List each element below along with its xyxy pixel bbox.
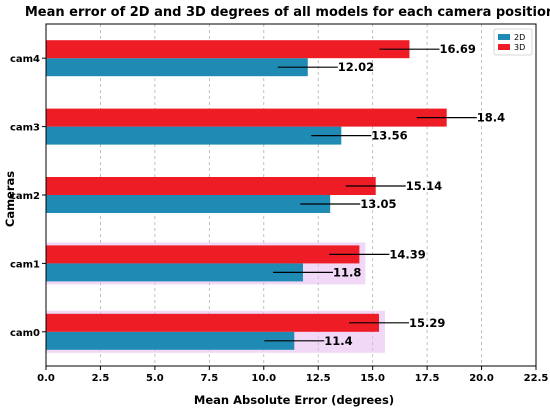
- x-ticks: 0.0 2.5 5.0 7.5 10.0 12.5 15.0 17.5 20.0 22.5: [37, 366, 548, 384]
- chart-title: Mean error of 2D and 3D degrees of all m…: [25, 5, 550, 20]
- bars: [46, 40, 447, 350]
- y-tick-label: cam4: [10, 54, 40, 65]
- bar-3d-cam0: [46, 313, 379, 332]
- data-label: 11.8: [333, 265, 361, 279]
- bar-3d-cam3: [46, 108, 447, 127]
- bar-3d-cam1: [46, 245, 360, 264]
- data-label: 13.56: [371, 129, 407, 143]
- x-tick-label: 17.5: [415, 373, 440, 384]
- y-axis-label: Cameras: [3, 171, 17, 227]
- bar-2d-cam4: [46, 58, 308, 77]
- bar-2d-cam2: [46, 195, 331, 213]
- bar-2d-cam1: [46, 263, 303, 282]
- x-axis-label: Mean Absolute Error (degrees): [194, 393, 394, 407]
- bar-3d-cam4: [46, 40, 410, 59]
- data-label: 11.4: [324, 334, 352, 348]
- data-label: 15.29: [409, 316, 445, 330]
- x-tick-label: 5.0: [146, 373, 164, 384]
- data-label: 16.69: [439, 42, 475, 56]
- x-tick-label: 12.5: [306, 373, 331, 384]
- data-label: 15.14: [406, 179, 442, 193]
- x-tick-label: 2.5: [92, 373, 110, 384]
- x-tick-label: 22.5: [524, 373, 549, 384]
- label-leaders: [264, 48, 477, 342]
- bar-2d-cam0: [46, 331, 295, 350]
- legend-label-2d: 2D: [514, 33, 525, 42]
- y-tick-label: cam1: [10, 259, 40, 270]
- bar-3d-cam2: [46, 177, 376, 195]
- y-tick-label: cam3: [10, 123, 40, 134]
- data-label: 18.4: [477, 111, 505, 125]
- y-tick-label: cam0: [10, 328, 40, 339]
- y-tick-label: cam2: [10, 191, 40, 202]
- x-tick-label: 10.0: [251, 373, 276, 384]
- x-tick-label: 0.0: [37, 373, 55, 384]
- bar-2d-cam3: [46, 126, 342, 145]
- x-tick-label: 15.0: [360, 373, 385, 384]
- data-label: 14.39: [389, 247, 425, 261]
- legend-swatch-2d: [498, 34, 510, 40]
- y-categories: cam0 cam1 cam2 cam3 cam4: [10, 54, 46, 339]
- legend-box: [493, 28, 533, 56]
- x-tick-label: 7.5: [200, 373, 218, 384]
- data-labels: 11.4 15.29 11.8 14.39 13.05 15.14 13.56 18.4 12.…: [324, 42, 505, 348]
- x-tick-label: 20.0: [469, 373, 494, 384]
- legend-label-3d: 3D: [514, 43, 525, 52]
- data-label: 13.05: [360, 197, 396, 211]
- legend-swatch-3d: [498, 44, 510, 50]
- data-label: 12.02: [338, 60, 374, 74]
